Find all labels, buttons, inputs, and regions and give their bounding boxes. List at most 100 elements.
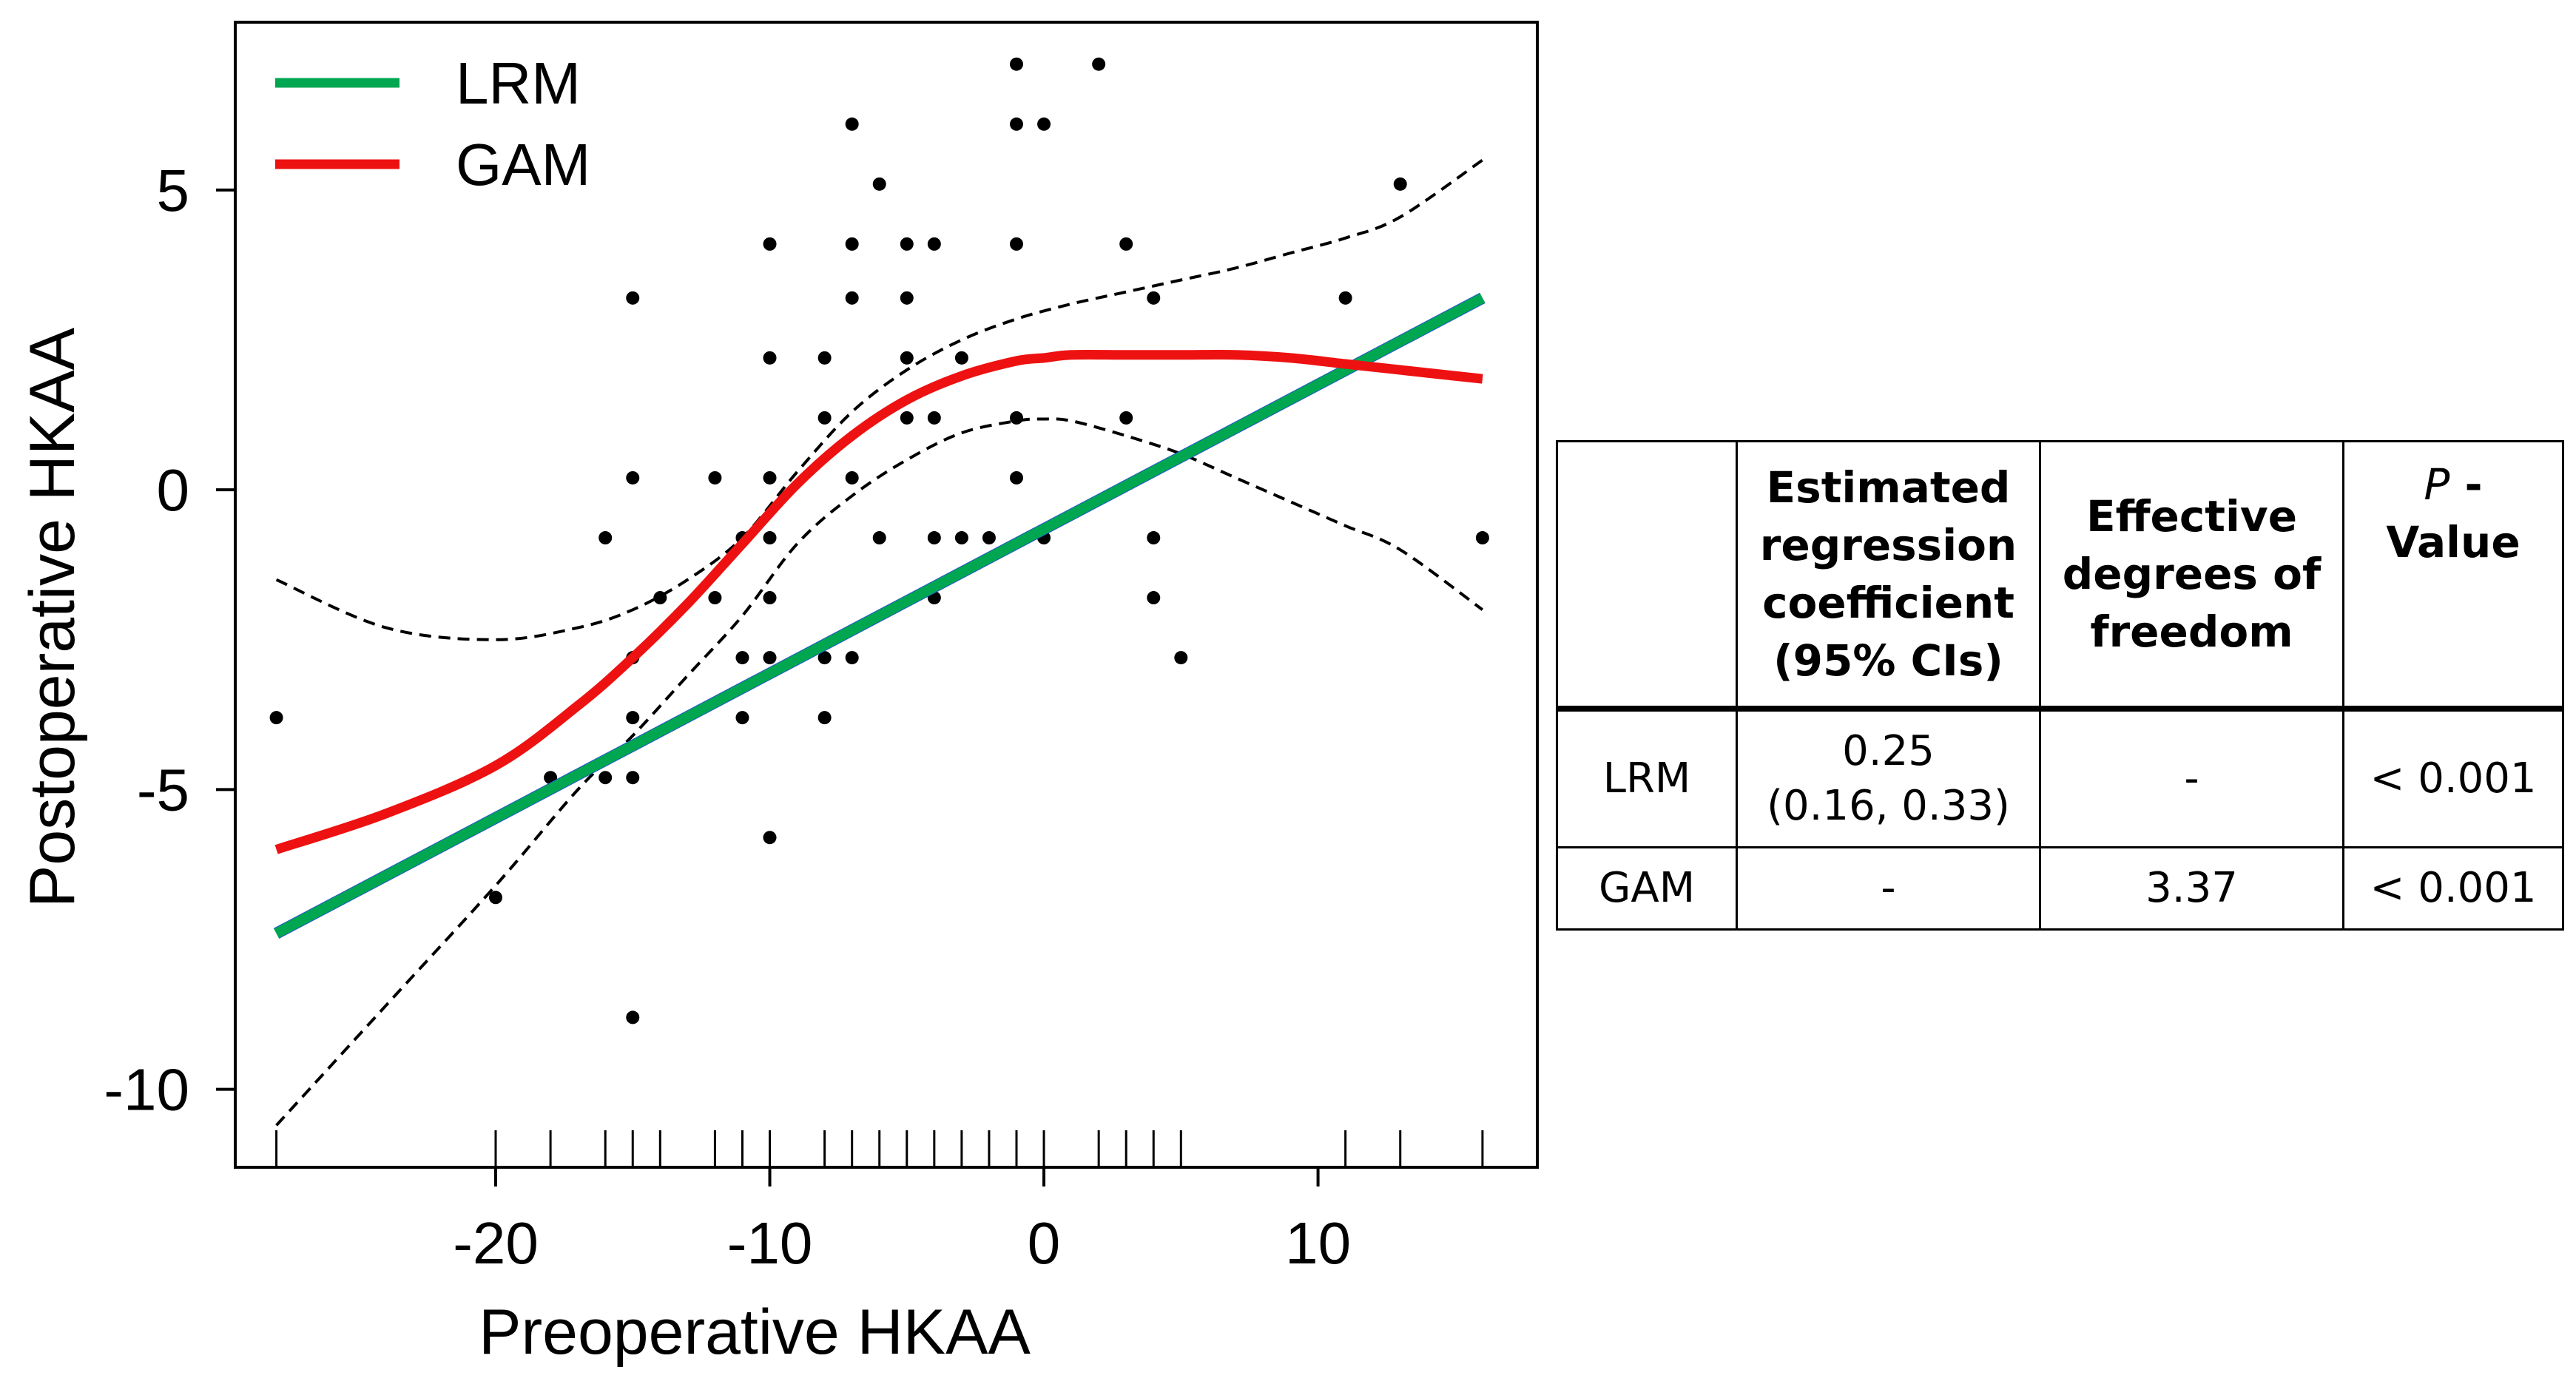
legend-label-gam: GAM: [456, 132, 590, 198]
data-point: [845, 117, 859, 131]
data-point: [626, 1010, 640, 1025]
header-estimated-line-3: coefficient: [1762, 578, 2014, 628]
data-point: [626, 771, 640, 785]
data-point: [900, 351, 914, 365]
data-point: [1174, 651, 1188, 665]
cell-edf: 3.37: [2039, 846, 2344, 931]
data-point: [708, 591, 722, 605]
data-point: [763, 831, 777, 845]
band-gam-lower-95-band: [275, 417, 1484, 1127]
header-effective-line-3: freedom: [2090, 607, 2293, 657]
data-point: [872, 177, 886, 191]
data-point: [845, 651, 859, 665]
data-point: [954, 351, 968, 365]
rug-marks: [275, 1130, 1484, 1167]
header-effective-line-2: degrees of: [2062, 549, 2322, 599]
data-point: [763, 470, 777, 485]
data-point: [1010, 470, 1023, 485]
data-point: [763, 651, 777, 665]
cell-model: LRM: [1556, 707, 1738, 848]
x-tick-label: 10: [1285, 1210, 1351, 1276]
data-point: [626, 291, 640, 305]
header-effective-line-1: Effective: [2086, 491, 2298, 541]
x-tick-label: -20: [453, 1210, 539, 1276]
data-point: [927, 531, 941, 545]
data-point: [735, 711, 749, 725]
cell-estimate-ci: (0.16, 0.33): [1767, 782, 2010, 830]
data-point: [269, 711, 283, 725]
cell-estimate: 0.25 (0.16, 0.33): [1736, 707, 2041, 848]
data-point: [872, 531, 886, 545]
table-row: GAM - 3.37 < 0.001: [1556, 846, 2564, 931]
header-p-symbol: P: [2424, 459, 2450, 510]
data-point: [735, 651, 749, 665]
data-point: [1393, 177, 1407, 191]
data-point: [653, 591, 667, 605]
y-tick-label: -5: [137, 757, 189, 823]
cell-estimate-value: 0.25: [1842, 727, 1935, 775]
y-tick-label: -10: [104, 1057, 189, 1123]
header-effective-df: Effective degrees of freedom: [2039, 440, 2344, 712]
data-point: [599, 771, 613, 785]
header-p-dash: -: [2449, 459, 2483, 510]
y-axis-label: Postoperative HKAA: [17, 327, 88, 908]
cell-model: GAM: [1556, 846, 1738, 931]
header-p-label: Value: [2386, 517, 2521, 567]
data-point: [1147, 531, 1161, 545]
data-point: [1092, 57, 1106, 71]
x-tick-label: 0: [1028, 1210, 1061, 1276]
data-point: [817, 651, 832, 665]
confidence-bands: [275, 158, 1484, 1127]
data-point: [900, 291, 914, 305]
data-point: [954, 531, 968, 545]
cell-edf: -: [2039, 707, 2344, 848]
data-point: [1010, 117, 1023, 131]
data-point: [1010, 411, 1023, 425]
data-point: [626, 711, 640, 725]
header-blank: [1556, 440, 1738, 712]
table-row: LRM 0.25 (0.16, 0.33) - < 0.001: [1556, 707, 2564, 848]
stats-table: Estimated regression coefficient (95% CI…: [1556, 440, 2564, 931]
data-point: [845, 470, 859, 485]
header-estimated-line-4: (95% CIs): [1773, 635, 2003, 686]
header-estimated-line-1: Estimated: [1766, 462, 2011, 513]
data-point: [1010, 57, 1023, 71]
header-estimated-coefficient: Estimated regression coefficient (95% CI…: [1736, 440, 2041, 712]
legend-label-lrm: LRM: [456, 50, 581, 116]
axes: -20 -10 0 10 -10 -5 0 5: [104, 21, 1539, 1276]
data-point: [763, 351, 777, 365]
data-point: [708, 470, 722, 485]
data-point: [845, 291, 859, 305]
y-tick-label: 5: [157, 158, 190, 223]
fit-lines: [273, 292, 1486, 939]
data-point: [1475, 531, 1489, 545]
data-point: [626, 470, 640, 485]
data-point: [1147, 591, 1161, 605]
data-point: [1037, 117, 1051, 131]
band-gam-upper-95-band: [275, 158, 1484, 641]
data-point: [900, 237, 914, 251]
legend: LRM GAM: [275, 50, 590, 198]
data-point: [927, 237, 941, 251]
data-point: [1338, 291, 1352, 305]
x-tick-label: -10: [727, 1210, 813, 1276]
table-header-row: Estimated regression coefficient (95% CI…: [1556, 440, 2564, 712]
data-point: [763, 237, 777, 251]
x-axis-label: Preoperative HKAA: [479, 1297, 1031, 1368]
data-point: [927, 411, 941, 425]
header-p-value: P - Value: [2342, 440, 2564, 712]
data-point: [1010, 237, 1023, 251]
data-point: [489, 891, 502, 905]
line-gam: [274, 349, 1483, 854]
data-point: [1119, 237, 1133, 251]
data-point: [900, 411, 914, 425]
scatter-points: [269, 57, 1489, 1025]
y-tick-label: 0: [157, 457, 190, 523]
data-point: [763, 531, 777, 545]
data-point: [817, 411, 832, 425]
data-point: [1119, 411, 1133, 425]
data-point: [763, 591, 777, 605]
header-estimated-line-2: regression: [1759, 520, 2017, 570]
data-point: [982, 531, 996, 545]
